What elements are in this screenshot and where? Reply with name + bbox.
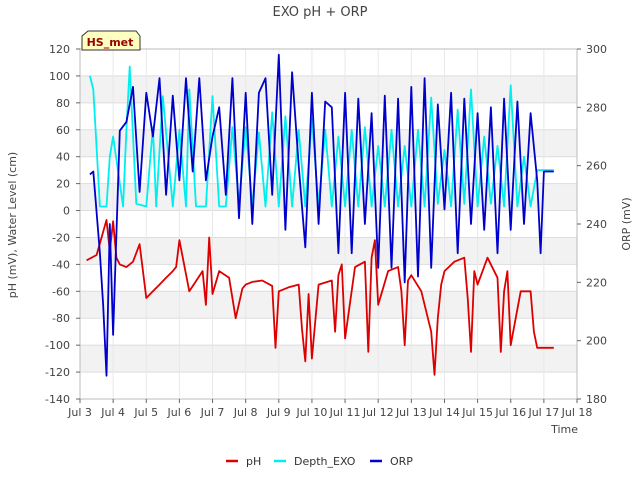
y-tick-label-right: 240 [586,218,607,231]
plot-bands [80,75,577,373]
chart-title: EXO pH + ORP [273,5,368,20]
y-tick-label-left: 20 [56,178,70,191]
x-tick-label: Jul 12 [362,406,394,419]
legend: pH Depth_EXO ORP [226,455,413,468]
y-tick-label-left: 40 [56,151,70,164]
y-tick-label-left: -80 [52,312,70,325]
legend-label: ORP [390,455,413,468]
series-line-ph [86,219,554,376]
y-tick-label-left: -40 [52,258,70,271]
y-tick-label-left: 0 [63,205,70,218]
x-axis: Jul 3 Jul 4 Jul 5 Jul 6 Jul 7 Jul 8 Jul 9 Jul 1… [67,399,592,419]
x-tick-label: Jul 10 [296,406,328,419]
y-tick-label-left: -140 [45,393,70,406]
y-tick-label-left: -60 [52,285,70,298]
x-tick-label: Jul 11 [329,406,361,419]
y-axis-left: -140 -120 -100 -80 -60 -40 -20 0 20 40 60 80 100 120 [45,43,80,406]
legend-label: Depth_EXO [294,455,356,468]
x-tick-label: Jul 5 [133,406,158,419]
y-axis-right: 180 200 220 240 260 280 300 [577,43,607,406]
y-tick-label-right: 300 [586,43,607,56]
x-tick-label: Jul 8 [233,406,258,419]
x-tick-label: Jul 15 [461,406,493,419]
y-tick-label-left: 80 [56,97,70,110]
x-tick-label: Jul 9 [266,406,291,419]
y-tick-label-left: 100 [49,70,70,83]
x-tick-label: Jul 4 [100,406,125,419]
badge: HS_met [81,30,141,51]
y-axis-right-label: ORP (mV) [620,197,633,250]
y-axis-left-label: pH (mV), Water Level (cm) [6,152,19,298]
series-line-orp [89,53,554,377]
series-layer [86,53,554,377]
y-tick-label-left: -120 [45,366,70,379]
plot-band [80,75,577,103]
legend-label: pH [246,455,261,468]
x-tick-label: Jul 6 [167,406,192,419]
y-tick-label-right: 200 [586,335,607,348]
y-tick-label-right: 280 [586,101,607,114]
y-tick-label-right: 260 [586,160,607,173]
x-tick-label: Jul 7 [200,406,225,419]
plot-band [80,291,577,319]
y-tick-label-right: 180 [586,393,607,406]
y-tick-label-left: -100 [45,339,70,352]
y-tick-label-left: 120 [49,43,70,56]
x-tick-label: Jul 18 [561,406,593,419]
y-tick-label-left: 60 [56,124,70,137]
badge-label: HS_met [87,36,134,49]
y-tick-label-right: 220 [586,276,607,289]
x-tick-label: Jul 13 [395,406,427,419]
plot-band [80,345,577,373]
y-tick-label-left: -20 [52,231,70,244]
x-axis-label: Time [550,423,578,436]
plot-band [80,237,577,265]
x-tick-label: Jul 3 [67,406,92,419]
x-tick-label: Jul 16 [494,406,526,419]
badge-box [81,30,141,51]
x-tick-label: Jul 14 [428,406,460,419]
x-tick-label: Jul 17 [527,406,559,419]
